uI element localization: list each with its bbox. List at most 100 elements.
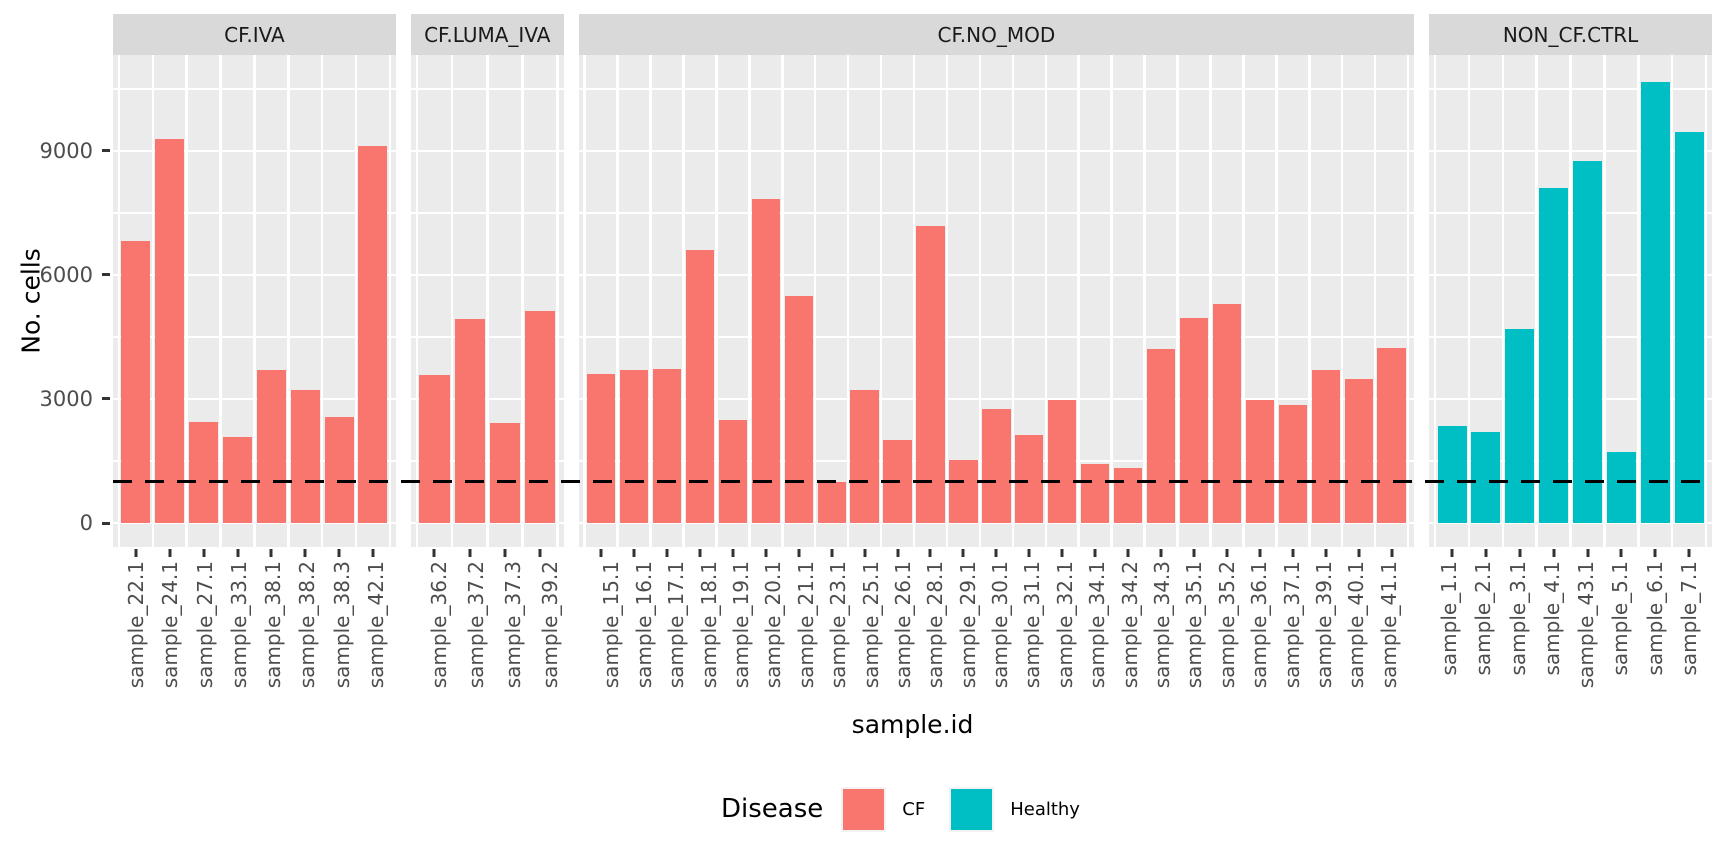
- x-tick-mark: [1225, 549, 1229, 557]
- bar-slot: [487, 55, 524, 557]
- x-label-slot: sample_29.1: [951, 561, 983, 711]
- x-tick-mark: [994, 549, 998, 557]
- x-label-slot: sample_4.1: [1535, 561, 1569, 711]
- dashed-reference-line: [113, 480, 1712, 484]
- bar-slot: [522, 55, 560, 557]
- bar-slot: [1638, 55, 1674, 557]
- bar: [1539, 188, 1569, 524]
- legend: Disease CF Healthy: [113, 784, 1712, 834]
- bar: [1179, 317, 1209, 524]
- x-label-slot: sample_36.1: [1243, 561, 1275, 711]
- x-tick-mark: [134, 549, 138, 557]
- facet-label-group: sample_15.1 sample_16.1 sample_17.1 sample_…: [589, 561, 1411, 711]
- x-tick-mark: [236, 549, 239, 557]
- x-tick-mark: [538, 549, 542, 557]
- x-tick-label: sample_39.2: [537, 561, 562, 689]
- x-tick-label: sample_31.1: [1020, 561, 1045, 689]
- bar: [916, 226, 945, 524]
- x-label-slot: sample_41.1: [1373, 561, 1405, 711]
- x-label-slot: sample_21.1: [790, 561, 822, 711]
- x-label-slot: sample_35.1: [1178, 561, 1210, 711]
- bar-slot: [782, 55, 817, 557]
- bar: [189, 422, 219, 524]
- facet-panel: CF.IVA: [113, 14, 396, 557]
- bar-slot: [1013, 55, 1047, 557]
- x-tick-label: sample_23.1: [826, 561, 851, 689]
- x-label-slot: sample_30.1: [984, 561, 1016, 711]
- x-tick-mark: [764, 549, 768, 557]
- bar: [784, 296, 813, 524]
- y-tick-label: 6000: [39, 262, 93, 287]
- x-tick-label: sample_28.1: [923, 561, 948, 689]
- x-tick-label: sample_38.3: [329, 561, 354, 689]
- x-axis-labels-row: sample_22.1 sample_24.1 sample_27.1 sample_…: [113, 561, 1712, 711]
- bar-slot: [980, 55, 1015, 557]
- x-tick-mark: [632, 549, 636, 557]
- x-tick-mark: [928, 549, 932, 557]
- bar: [1344, 379, 1373, 524]
- x-label-slot: sample_2.1: [1466, 561, 1500, 711]
- x-tick-label: sample_15.1: [599, 561, 624, 689]
- x-tick-mark: [1653, 549, 1657, 557]
- x-tick-label: sample_7.1: [1676, 561, 1701, 676]
- x-label-slot: sample_43.1: [1569, 561, 1603, 711]
- x-tick-label: sample_36.1: [1247, 561, 1272, 689]
- bar-slots: [113, 55, 396, 557]
- bar-slot: [1469, 55, 1504, 557]
- legend-entry: Healthy: [949, 786, 1080, 832]
- bar-slot: [583, 55, 619, 557]
- x-tick-label: sample_24.1: [158, 561, 183, 689]
- bar: [685, 250, 715, 524]
- y-tick-mark: [102, 397, 110, 401]
- x-tick-mark: [698, 549, 702, 557]
- bar: [1048, 400, 1077, 524]
- x-tick-mark: [599, 549, 603, 557]
- bar-slot: [254, 55, 290, 557]
- x-tick-label: sample_16.1: [631, 561, 656, 689]
- bar: [1081, 463, 1110, 524]
- x-tick-mark: [503, 549, 507, 557]
- facet-panel: CF.LUMA_IVA: [410, 14, 564, 557]
- x-tick-label: sample_37.2: [463, 561, 488, 689]
- bar-slot: [1433, 55, 1471, 557]
- x-tick-label: sample_42.1: [363, 561, 388, 689]
- x-label-slot: sample_7.1: [1672, 561, 1706, 711]
- bar: [489, 422, 520, 524]
- x-tick-label: sample_38.1: [261, 561, 286, 689]
- y-axis: 0 3000 6000 9000: [0, 55, 113, 547]
- x-tick-mark: [1619, 549, 1623, 557]
- x-label-slot: sample_35.2: [1211, 561, 1243, 711]
- x-tick-label: sample_30.1: [988, 561, 1013, 689]
- bar-slot: [1210, 55, 1245, 557]
- bar: [222, 436, 253, 524]
- bar-slot: [322, 55, 358, 557]
- x-label-slot: sample_6.1: [1638, 561, 1672, 711]
- x-tick-mark: [1060, 549, 1064, 557]
- x-tick-label: sample_18.1: [696, 561, 721, 689]
- minor-gridline: [578, 212, 1415, 214]
- bar-slot: [1046, 55, 1080, 557]
- x-label-slot: sample_37.1: [1275, 561, 1307, 711]
- facet-panel: NON_CF.CTRL: [1429, 14, 1712, 557]
- x-label-slot: sample_5.1: [1603, 561, 1637, 711]
- bar-slot: [356, 55, 391, 557]
- bar: [454, 318, 485, 524]
- x-tick-label: sample_19.1: [728, 561, 753, 689]
- bar-slot: [187, 55, 222, 557]
- minor-gridline: [578, 336, 1415, 338]
- x-tick-mark: [1126, 549, 1130, 557]
- x-tick-mark: [168, 549, 172, 557]
- x-tick-label: sample_40.1: [1344, 561, 1369, 689]
- x-label-slot: sample_39.1: [1308, 561, 1340, 711]
- bar: [1674, 131, 1704, 524]
- bar: [619, 370, 649, 524]
- x-tick-label: sample_41.1: [1376, 561, 1401, 689]
- x-tick-mark: [1484, 549, 1488, 557]
- x-axis-title: sample.id: [851, 710, 974, 739]
- bar-slot: [848, 55, 883, 557]
- bar-slot: [1112, 55, 1146, 557]
- panel-body: [1429, 55, 1712, 557]
- panel-body: [410, 55, 564, 557]
- legend-entry: CF: [841, 786, 925, 832]
